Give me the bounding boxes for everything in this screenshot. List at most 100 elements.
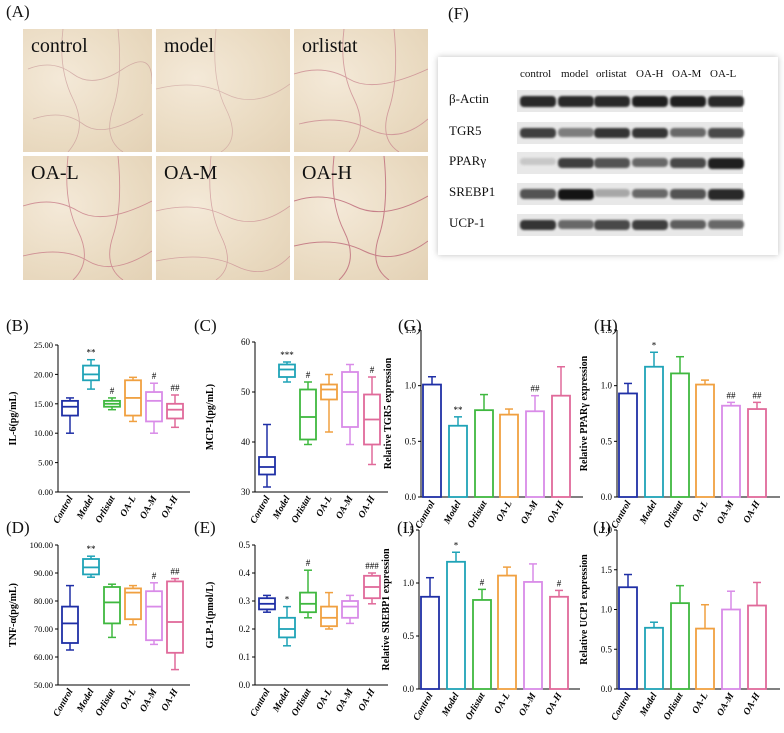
western-blot-band xyxy=(520,128,556,138)
box-1: ** xyxy=(82,348,100,390)
histology-tile-label: control xyxy=(31,35,88,57)
significance-mark: * xyxy=(454,540,459,550)
y-tick-label: 0.0 xyxy=(601,684,613,694)
x-tick-label: OA-M xyxy=(139,687,160,714)
panel-label-g: (G) xyxy=(398,316,422,335)
x-tick-label: OA-M xyxy=(520,499,541,526)
y-tick-label: 1.5 xyxy=(403,525,415,535)
chart-e: 0.0 0.1 0.2 0.3 0.4 0.5 GLP-1(pmol/L) ControlMo… xyxy=(205,540,388,719)
x-tick-label: OA-H xyxy=(160,687,181,713)
panel-label-a: (A) xyxy=(6,2,30,21)
western-blot-band xyxy=(670,96,706,107)
adipocyte-texture-icon xyxy=(156,156,290,280)
y-axis-label: Relative PPARγ expression xyxy=(579,355,590,471)
significance-mark: # xyxy=(152,371,157,381)
bar xyxy=(525,410,545,498)
western-blot-band xyxy=(520,189,556,199)
x-tick-label: OA-L xyxy=(691,499,711,523)
significance-mark: ## xyxy=(753,390,763,400)
histology-tile-oa-l: OA-L xyxy=(23,156,152,280)
western-blot-band xyxy=(708,158,744,169)
bar-4: ## xyxy=(525,384,545,498)
histology-tile-label: OA-H xyxy=(302,162,352,184)
y-tick-label: 0.0 xyxy=(403,684,415,694)
western-blot-band xyxy=(632,189,668,198)
x-tick-label: OA-L xyxy=(691,691,711,715)
box-5: # xyxy=(363,365,381,466)
panel-label-j: (J) xyxy=(593,518,611,537)
x-tick-label: Control xyxy=(414,499,438,530)
x-tick-label: OA-M xyxy=(139,494,160,521)
y-tick-label: 0.5 xyxy=(239,540,251,550)
bar-3 xyxy=(499,408,519,498)
significance-mark: # xyxy=(110,386,115,396)
x-tick-label: Orlistat xyxy=(466,499,490,530)
x-tick-label: Control xyxy=(249,687,273,718)
western-blot-strip xyxy=(517,152,743,174)
y-tick-label: 0.00 xyxy=(38,487,53,497)
panel-label-c: (C) xyxy=(194,316,217,335)
western-blot-row-label: SREBP1 xyxy=(449,184,496,199)
bar-5: ## xyxy=(747,390,767,498)
western-blot-row-label: PPARγ xyxy=(449,153,487,168)
western-blot-column-4: OA-M xyxy=(672,68,702,80)
box-4: # xyxy=(145,571,163,646)
y-tick-label: 2.0 xyxy=(601,525,613,535)
y-axis-label: Relative SREBP1 expression xyxy=(381,548,392,670)
western-blot-band xyxy=(594,189,630,197)
x-tick-label: OA-L xyxy=(493,691,513,715)
bar xyxy=(695,627,715,690)
box-0 xyxy=(258,423,276,488)
histology-tile-control: control xyxy=(23,29,152,152)
bar-1: * xyxy=(644,340,664,498)
bar-0 xyxy=(618,573,638,690)
bar xyxy=(472,599,492,690)
histology-tile-orlistat: orlistat xyxy=(294,29,428,152)
western-blot-band xyxy=(520,96,556,107)
western-blot-band xyxy=(632,158,668,167)
box-4: # xyxy=(145,371,163,434)
western-blot-band xyxy=(632,96,668,107)
bar xyxy=(670,602,690,690)
significance-mark: # xyxy=(306,558,311,568)
box-iqr xyxy=(299,591,317,614)
y-tick-label: 40 xyxy=(241,437,251,447)
bar-4: ## xyxy=(721,390,741,498)
bar xyxy=(523,581,543,690)
significance-mark: # xyxy=(480,577,485,587)
box-0 xyxy=(61,397,79,434)
western-blot-band xyxy=(670,158,706,168)
box-iqr xyxy=(320,383,338,401)
box-iqr xyxy=(278,363,296,378)
y-axis-label: MCP-1(pg/mL) xyxy=(205,384,216,450)
bar-5 xyxy=(747,581,767,690)
box-4 xyxy=(341,594,359,625)
bar-2 xyxy=(670,355,690,498)
bar xyxy=(618,392,638,498)
significance-mark: ## xyxy=(171,383,181,393)
x-tick-label: OA-H xyxy=(544,691,565,717)
box-iqr xyxy=(124,587,142,621)
x-tick-label: Model xyxy=(440,691,462,719)
bar-1: * xyxy=(446,540,466,690)
bar-5 xyxy=(551,365,571,498)
adipocyte-texture-icon xyxy=(27,29,152,152)
y-tick-label: 0.0 xyxy=(405,492,417,502)
western-blot-band xyxy=(708,128,744,138)
histology-tile-label: model xyxy=(164,35,214,57)
bar xyxy=(721,608,741,690)
y-axis-label: Relative TGR5 expression xyxy=(383,357,394,469)
significance-mark: ### xyxy=(365,561,379,571)
adipocyte-texture-icon xyxy=(294,156,428,280)
western-blot-band xyxy=(558,128,594,137)
y-tick-label: 0.4 xyxy=(239,568,251,578)
box-iqr xyxy=(61,605,79,644)
box-iqr xyxy=(82,364,100,382)
western-blot-band xyxy=(670,128,706,137)
x-tick-label: Model xyxy=(638,499,660,527)
x-tick-label: OA-H xyxy=(160,494,181,520)
x-tick-label: Model xyxy=(442,499,464,527)
x-tick-label: OA-M xyxy=(716,691,737,718)
bar xyxy=(474,409,494,498)
y-tick-label: 15.00 xyxy=(34,399,53,409)
